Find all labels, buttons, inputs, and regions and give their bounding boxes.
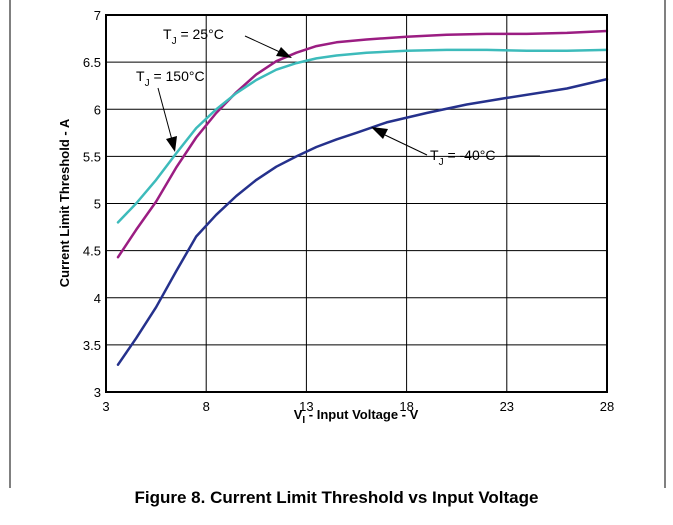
x-tick-label: 23: [500, 399, 514, 414]
annotation-minus40c-label: TJ = -40°C: [430, 147, 495, 168]
series-line-tj25c: [116, 29, 609, 259]
annotation-25c-arrowhead: [276, 47, 292, 58]
annotation-25c-leader: [244, 35, 283, 54]
series-layer: [116, 29, 609, 366]
x-tick-label: 3: [102, 399, 109, 414]
series-line-tj-40c: [116, 77, 609, 366]
annotation-25c: TJ = 25°C: [163, 26, 292, 58]
plot-area-border: [105, 14, 608, 393]
y-tick-label: 5.5: [83, 149, 101, 164]
x-tick-label: 28: [600, 399, 614, 414]
y-tick-label: 4: [94, 291, 101, 306]
current-limit-chart: 3 3.5 4 4.5 5 5.5 6 6.5 7 3 8 13 18 23 28 VI - Input …: [9, 0, 666, 488]
x-tick-label: 18: [399, 399, 413, 414]
annotation-150c: TJ = 150°C: [136, 68, 205, 152]
y-tick-label: 6: [94, 102, 101, 117]
x-tick-label: 8: [203, 399, 210, 414]
annotation-25c-label: TJ = 25°C: [163, 26, 224, 47]
y-tick-label: 6.5: [83, 55, 101, 70]
x-tick-label: 13: [299, 399, 313, 414]
x-tick-labels: 3 8 13 18 23 28: [102, 399, 614, 414]
annotation-150c-arrowhead: [166, 136, 177, 152]
y-tick-label: 3.5: [83, 338, 101, 353]
annotation-minus40c: TJ = -40°C: [371, 127, 540, 168]
figure-caption: Figure 8. Current Limit Threshold vs Inp…: [134, 488, 539, 507]
annotation-150c-label: TJ = 150°C: [136, 68, 205, 89]
annotation-minus40c-arrowhead: [371, 127, 388, 139]
y-tick-label: 5: [94, 197, 101, 212]
x-axis-title: VI - Input Voltage - V: [294, 407, 419, 426]
y-tick-labels: 3 3.5 4 4.5 5 5.5 6 6.5 7: [83, 8, 101, 400]
y-axis-title: Current Limit Threshold - A: [57, 118, 72, 287]
annotation-150c-leader: [157, 87, 173, 141]
y-tick-label: 7: [94, 8, 101, 23]
annotation-minus40c-leader: [384, 134, 428, 156]
series-line-tj150c: [116, 48, 609, 224]
y-tick-label: 4.5: [83, 244, 101, 259]
y-tick-label: 3: [94, 385, 101, 400]
